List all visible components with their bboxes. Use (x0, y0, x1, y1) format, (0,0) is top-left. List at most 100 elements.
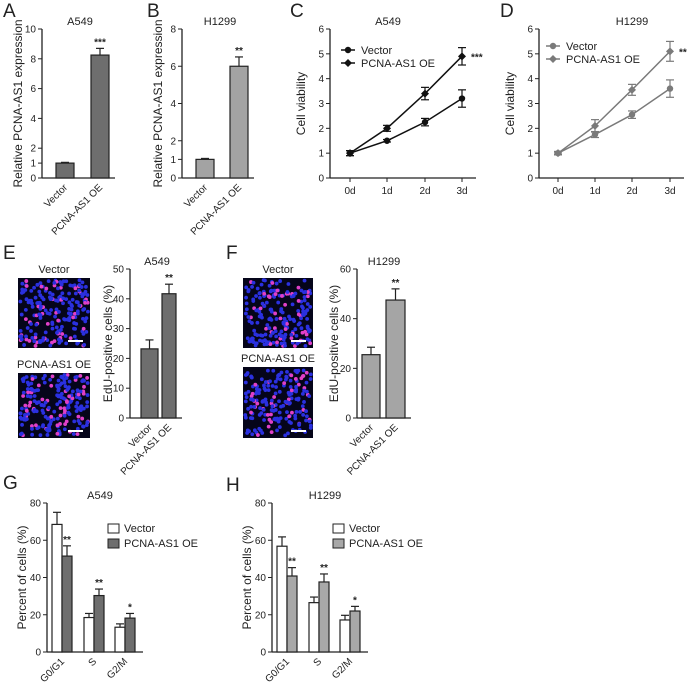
cell-nucleus (32, 339, 37, 344)
series-line (349, 55, 463, 154)
cell-nucleus (30, 304, 35, 309)
cell-nucleus (24, 334, 28, 339)
cell-nucleus (24, 408, 29, 413)
data-point (591, 131, 599, 138)
cell-nucleus (250, 339, 255, 344)
cell-nucleus (299, 376, 304, 381)
cell-nucleus (57, 310, 61, 314)
cell-nucleus (266, 388, 271, 393)
cell-nucleus (253, 382, 258, 387)
cell-nucleus (64, 279, 69, 284)
cell-nucleus (72, 334, 77, 339)
scale-bar (291, 340, 306, 342)
cell-nucleus (275, 376, 280, 381)
y-tick-label: 0 (345, 414, 351, 425)
cell-nucleus (30, 301, 34, 306)
cell-nucleus (20, 290, 24, 295)
data-point (421, 118, 429, 126)
cell-nucleus (304, 370, 309, 375)
cell-nucleus (35, 401, 39, 405)
legend-label: Vector (349, 523, 381, 535)
x-tick-label: G2/M (105, 656, 130, 681)
cell-nucleus (85, 404, 89, 409)
y-tick-label: 10 (113, 384, 125, 395)
cell-nucleus (277, 389, 282, 394)
cell-nucleus (64, 297, 69, 302)
cell-nucleus (33, 295, 38, 300)
legend-label: Vector (124, 523, 156, 535)
x-tick-label: Vector (42, 182, 70, 210)
y-tick-label: 40 (340, 314, 352, 325)
cell-nucleus (59, 281, 64, 286)
data-point (666, 85, 674, 92)
cell-nucleus (285, 290, 290, 294)
cell-nucleus (25, 394, 30, 398)
cell-nucleus (300, 330, 305, 335)
cell-nucleus (274, 334, 279, 339)
cell-nucleus (276, 419, 281, 424)
cell-nucleus (26, 300, 31, 305)
y-tick-label: 20 (340, 364, 352, 375)
y-tick-label: 1 (30, 159, 36, 170)
cell-nucleus (252, 428, 257, 433)
y-tick-label: 40 (30, 573, 42, 584)
cell-nucleus (68, 336, 73, 341)
legend-marker (344, 59, 352, 67)
cell-nucleus (63, 408, 67, 413)
cell-nucleus (273, 292, 278, 297)
cell-nucleus (75, 400, 80, 405)
y-tick-label: 60 (340, 265, 352, 276)
x-tick-label: 2d (626, 186, 637, 197)
y-tick-label: 8 (170, 25, 176, 36)
cell-nucleus (63, 384, 68, 389)
cell-nucleus (275, 428, 279, 433)
cell-nucleus (55, 416, 60, 421)
cell-nucleus (269, 398, 274, 403)
cell-nucleus (27, 339, 32, 343)
cell-nucleus (48, 343, 53, 348)
cell-nucleus (39, 284, 44, 289)
cell-nucleus (245, 428, 250, 433)
cell-nucleus (304, 418, 308, 423)
y-axis-label: Percent of cells (%) (15, 525, 29, 629)
cell-nucleus (244, 395, 249, 400)
cell-nucleus (83, 319, 88, 324)
cell-nucleus (43, 308, 48, 313)
series-line (557, 87, 671, 154)
bar (140, 348, 159, 419)
cell-nucleus (243, 415, 248, 420)
cell-nucleus (41, 411, 46, 415)
cell-nucleus (304, 414, 309, 419)
cell-nucleus (305, 337, 310, 342)
y-tick-label: 6 (170, 62, 176, 73)
cell-nucleus (248, 416, 253, 420)
legend-label: PCNA-AS1 OE (361, 58, 435, 70)
cell-nucleus (257, 291, 262, 295)
chart-title: H1299 (204, 16, 236, 28)
cell-nucleus (273, 311, 278, 316)
cell-nucleus (245, 336, 250, 341)
cell-nucleus (289, 388, 294, 393)
cell-nucleus (24, 337, 29, 342)
bar (83, 616, 95, 653)
cell-nucleus (41, 297, 46, 302)
cell-nucleus (268, 342, 273, 346)
cell-nucleus (301, 368, 306, 373)
cell-nucleus (48, 422, 53, 426)
cell-nucleus (67, 316, 72, 320)
cell-nucleus (21, 390, 26, 395)
cell-nucleus (296, 308, 301, 313)
cell-nucleus (50, 326, 55, 331)
legend-label: PCNA-AS1 OE (566, 54, 640, 66)
bar (308, 602, 320, 653)
cell-nucleus (30, 377, 35, 381)
cell-nucleus (67, 412, 72, 417)
cell-nucleus (20, 406, 24, 411)
bar (61, 555, 73, 653)
cell-nucleus (84, 330, 89, 334)
cell-nucleus (50, 340, 54, 345)
cell-nucleus (37, 340, 42, 344)
cell-nucleus (75, 426, 80, 431)
cell-nucleus (54, 325, 59, 330)
y-tick-label: 6 (527, 25, 533, 36)
